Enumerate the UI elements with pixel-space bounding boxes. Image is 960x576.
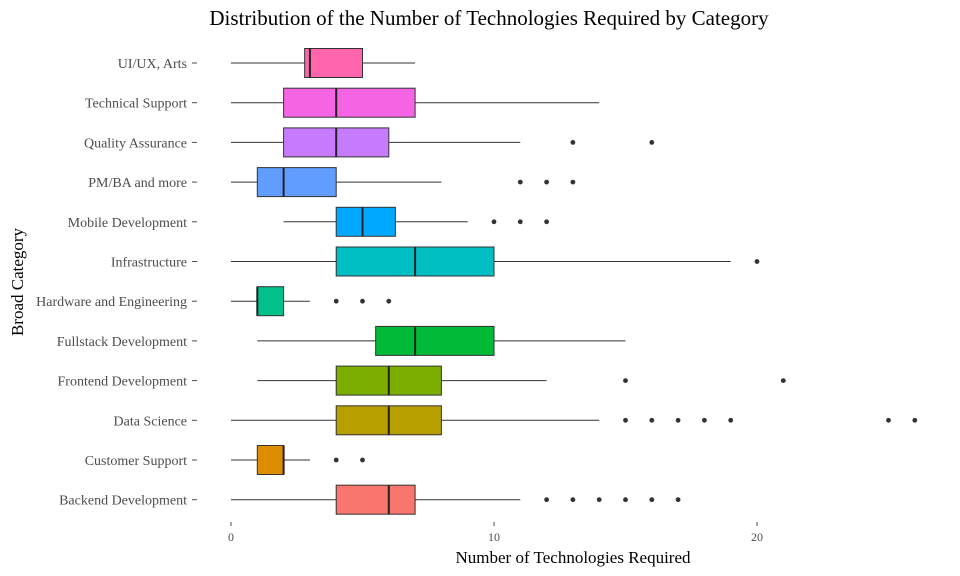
- box: [304, 48, 364, 78]
- y-tick-label: Quality Assurance: [84, 136, 187, 151]
- outlier-point: [886, 417, 891, 423]
- box: [335, 206, 396, 237]
- y-tick-label: Hardware and Engineering: [36, 295, 187, 310]
- outlier-point: [517, 219, 523, 225]
- y-tick-label: Infrastructure: [111, 256, 187, 271]
- y-tick-label: Mobile Development: [68, 216, 187, 231]
- outlier-point: [333, 457, 339, 463]
- outlier-point: [544, 219, 549, 225]
- box: [283, 87, 416, 118]
- y-tick-label: Frontend Development: [58, 375, 188, 390]
- outlier-point: [649, 417, 655, 423]
- outlier-point: [623, 378, 628, 383]
- plot-area: UI/UX, Arts Technical Support Quality Assu…: [36, 48, 918, 544]
- y-tick-label: Customer Support: [85, 454, 187, 469]
- outlier-point: [360, 457, 365, 463]
- box: [375, 325, 495, 356]
- y-tick-label: Backend Development: [59, 494, 187, 509]
- outlier-point: [754, 259, 760, 264]
- outlier-point: [333, 298, 339, 304]
- outlier-point: [517, 179, 523, 185]
- chart-title: Distribution of the Number of Technologi…: [209, 6, 769, 30]
- outlier-point: [649, 497, 655, 503]
- outlier-point: [570, 497, 576, 503]
- outlier-point: [623, 417, 628, 423]
- box: [256, 167, 337, 198]
- x-tick-label: 10: [488, 530, 500, 544]
- box: [335, 484, 416, 515]
- outlier-point: [544, 179, 549, 185]
- y-axis-title: Broad Category: [8, 227, 27, 336]
- y-tick-label: Data Science: [114, 414, 187, 429]
- outlier-point: [386, 298, 392, 304]
- x-tick-label: 20: [751, 530, 763, 544]
- y-tick-label: PM/BA and more: [88, 176, 187, 191]
- outlier-point: [570, 140, 576, 145]
- outlier-point: [491, 219, 497, 225]
- outlier-point: [675, 417, 681, 423]
- outlier-point: [728, 417, 734, 423]
- x-tick-label: 0: [228, 530, 234, 544]
- outlier-point: [702, 417, 707, 423]
- box: [256, 445, 285, 475]
- y-tick-label: Fullstack Development: [57, 335, 187, 350]
- box: [256, 286, 285, 317]
- outlier-point: [596, 497, 602, 503]
- outlier-point: [623, 497, 628, 503]
- y-tick-label: Technical Support: [85, 97, 187, 112]
- outlier-point: [544, 497, 549, 503]
- outlier-point: [649, 140, 655, 145]
- outlier-point: [675, 497, 681, 503]
- outlier-point: [780, 378, 786, 383]
- outlier-point: [912, 417, 918, 423]
- x-axis-title: Number of Technologies Required: [455, 548, 691, 567]
- outlier-point: [570, 179, 576, 185]
- y-tick-label: UI/UX, Arts: [118, 57, 187, 72]
- outlier-point: [360, 298, 365, 304]
